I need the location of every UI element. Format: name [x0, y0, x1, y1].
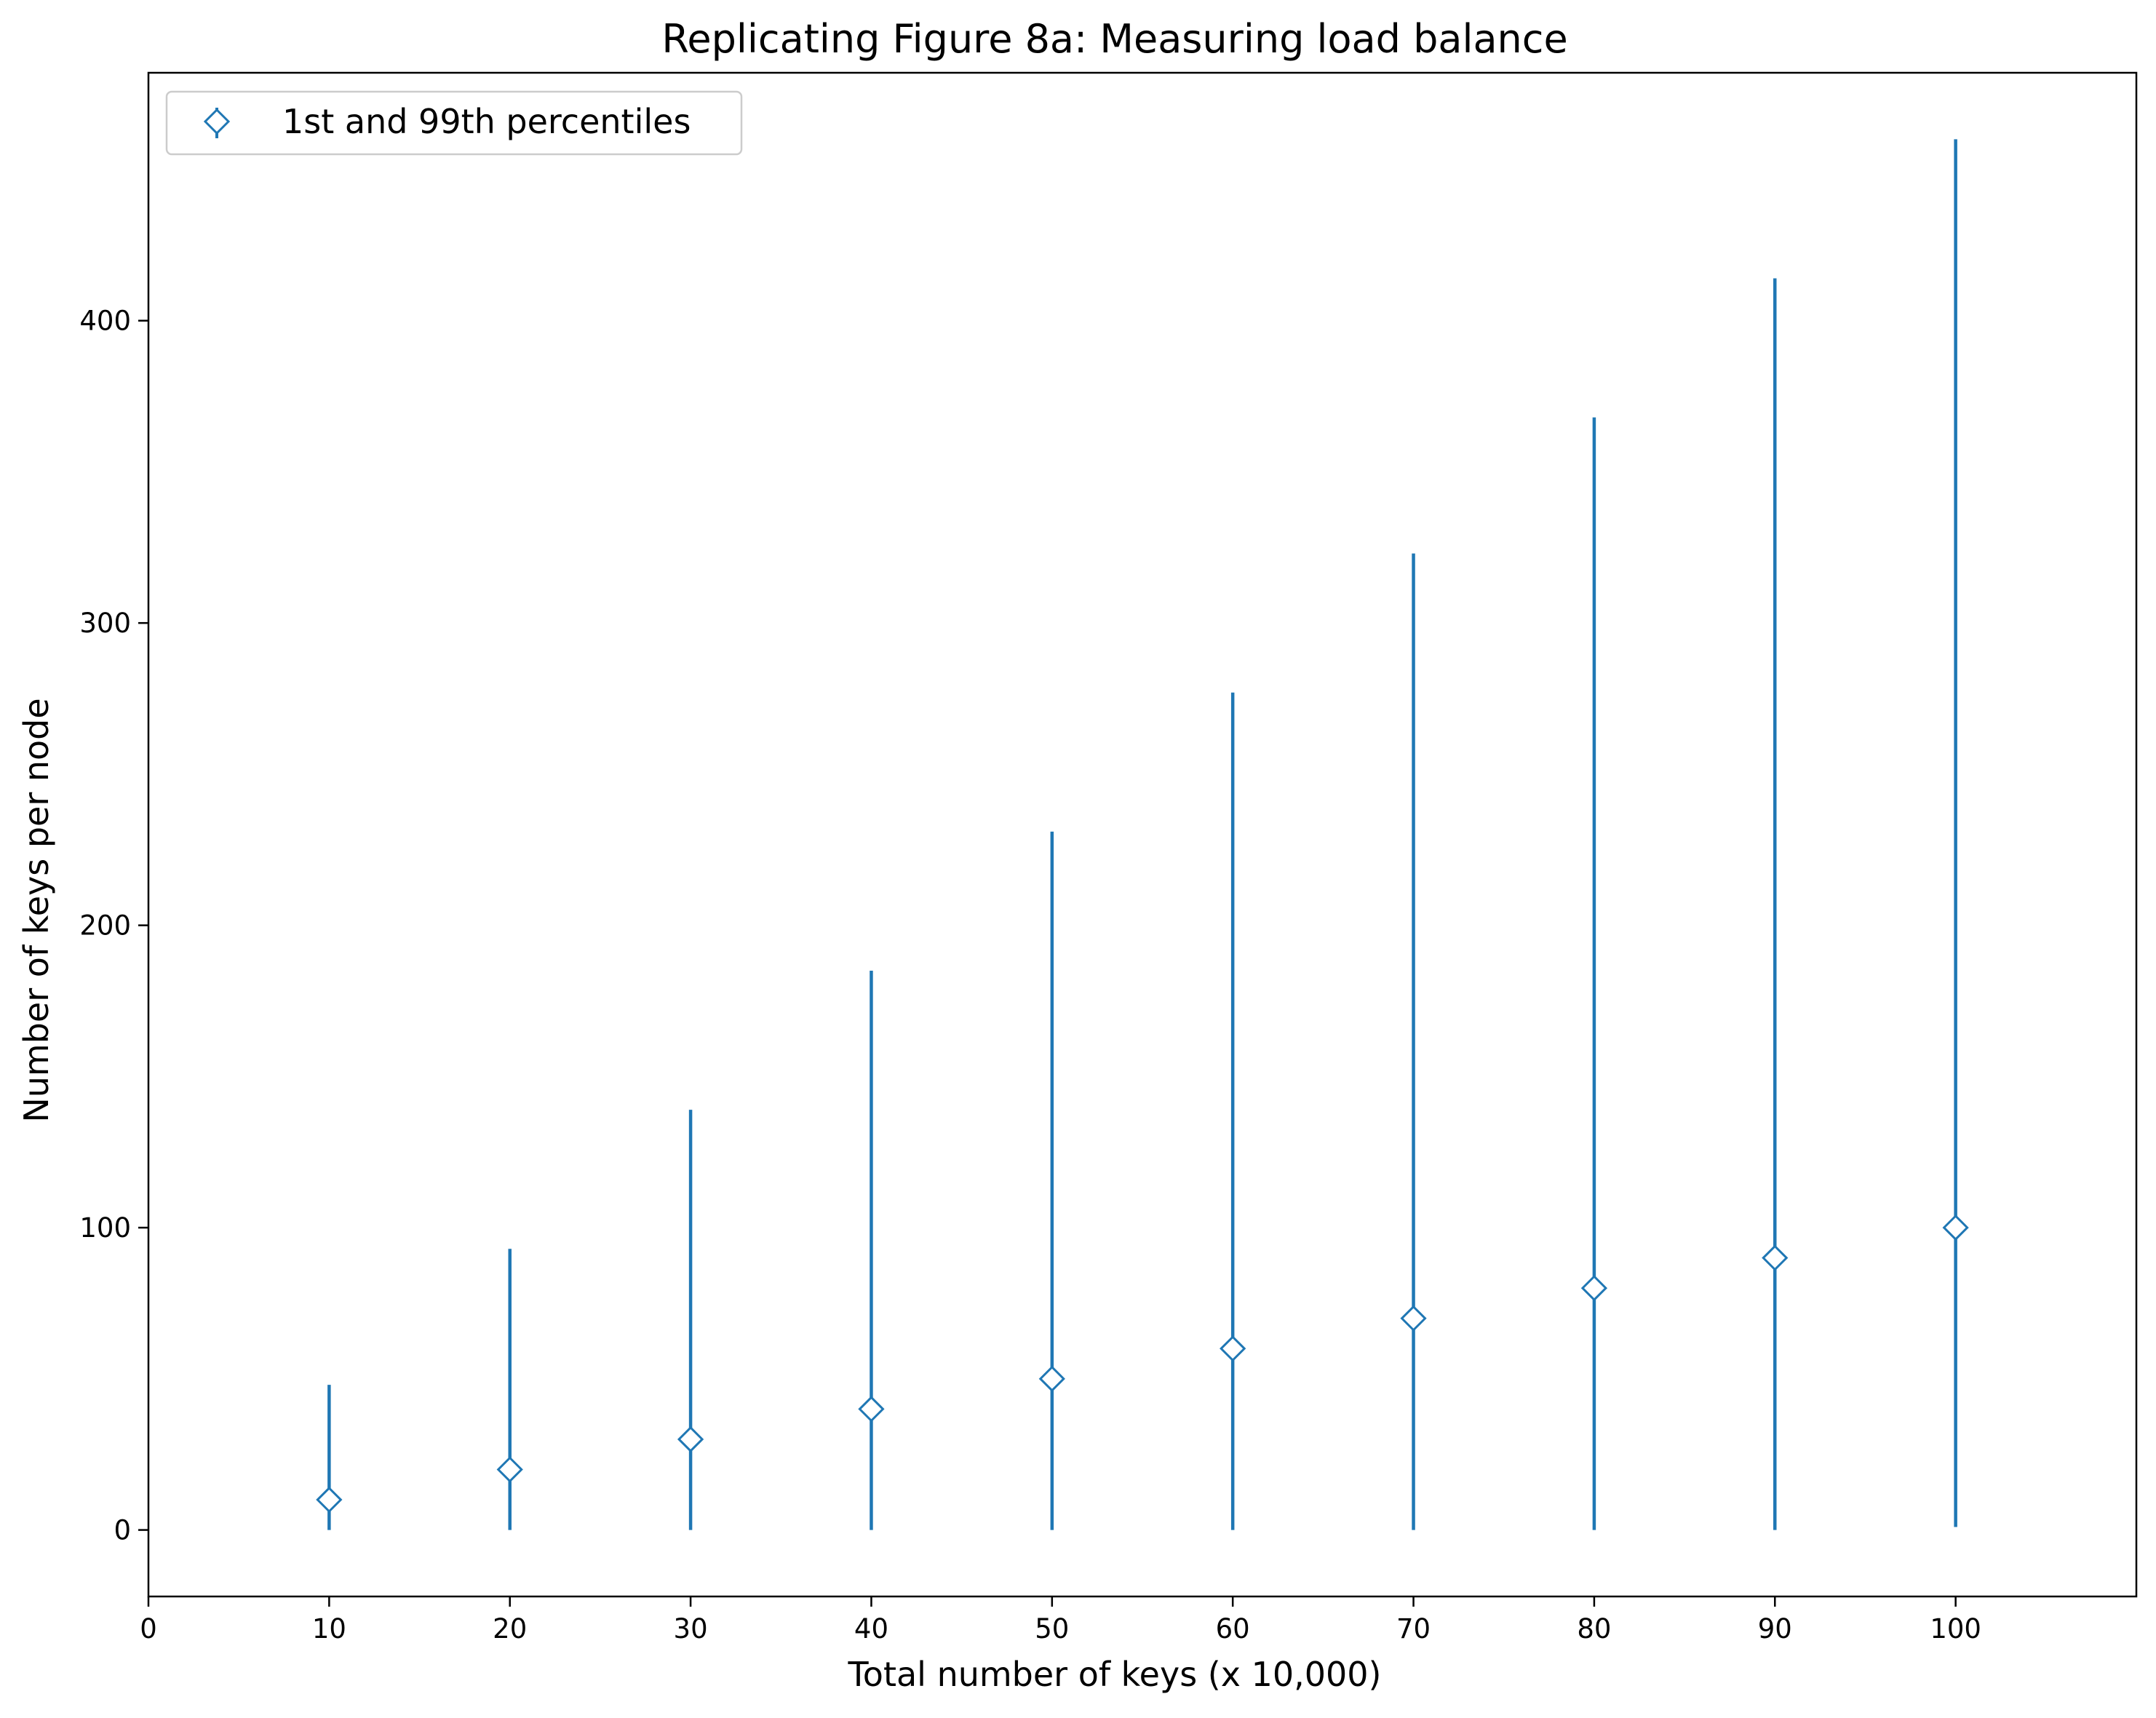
x-tick-label: 100 [1930, 1613, 1981, 1645]
data-point-diamond [1580, 1275, 1608, 1302]
data-point-diamond [316, 1486, 343, 1514]
data-point-diamond [1762, 1244, 1789, 1271]
x-tick-label: 30 [674, 1613, 708, 1645]
data-point-diamond [1038, 1365, 1065, 1392]
x-tick-label: 60 [1216, 1613, 1250, 1645]
data-point-diamond [1942, 1214, 1969, 1241]
x-tick-label: 20 [493, 1613, 527, 1645]
chart-title: Replicating Figure 8a: Measuring load ba… [661, 16, 1567, 62]
legend-box [165, 90, 743, 156]
y-axis-label: Number of keys per node [17, 698, 56, 1122]
y-tick-label: 200 [79, 910, 131, 942]
legend-diamond-marker [203, 108, 231, 135]
y-tick-label: 0 [114, 1515, 131, 1546]
data-point-diamond [1220, 1335, 1246, 1362]
x-tick-label: 10 [312, 1613, 346, 1645]
data-point-diamond [858, 1396, 885, 1423]
plot-area [316, 139, 1969, 1530]
x-tick-label: 50 [1035, 1613, 1069, 1645]
y-tick-label: 300 [79, 608, 131, 639]
axis-ticks: 0 10 20 30 40 50 60 70 80 90 100 0 100 200 300 400 [79, 306, 1981, 1645]
x-tick-label: 70 [1396, 1613, 1431, 1645]
y-tick-label: 100 [79, 1212, 131, 1244]
x-tick-label: 40 [854, 1613, 888, 1645]
legend-label: 1st and 99th percentiles [282, 102, 691, 141]
data-point-diamond [496, 1456, 523, 1483]
data-point-diamond [677, 1425, 704, 1453]
data-point-diamond [1400, 1305, 1427, 1332]
x-axis-label: Total number of keys (x 10,000) [848, 1655, 1382, 1694]
y-tick-label: 400 [79, 306, 131, 337]
axes-frame [147, 71, 2138, 1598]
legend: 1st and 99th percentiles [165, 90, 743, 156]
x-tick-label: 0 [140, 1613, 157, 1645]
x-tick-label: 90 [1758, 1613, 1792, 1645]
x-tick-label: 80 [1577, 1613, 1611, 1645]
